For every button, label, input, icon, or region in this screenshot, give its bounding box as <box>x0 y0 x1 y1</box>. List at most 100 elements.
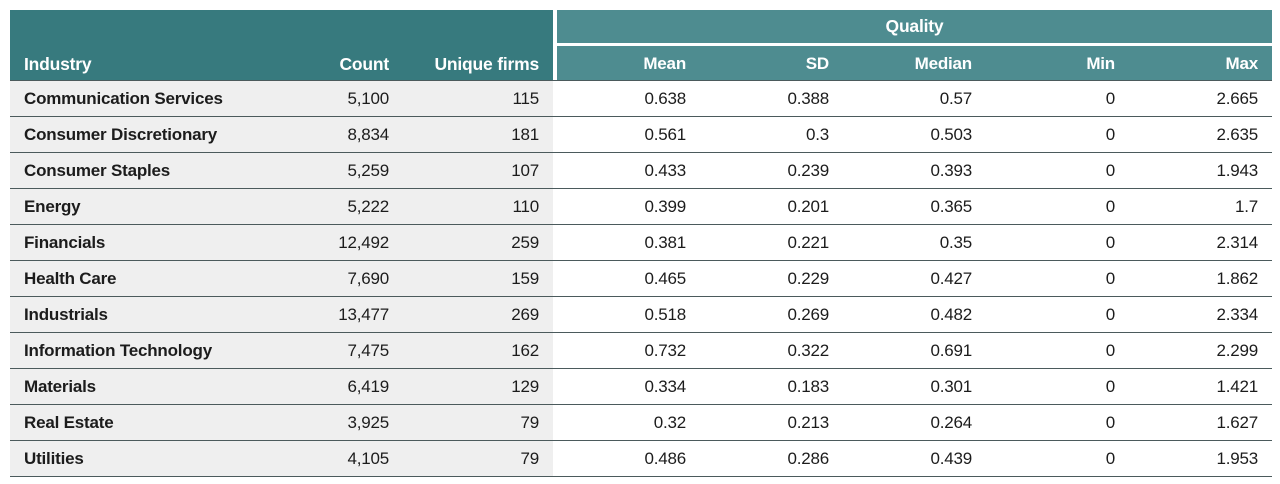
cell-unique-firms: 115 <box>403 81 553 116</box>
cell-unique-firms: 181 <box>403 117 553 152</box>
quality-subheader-row: Mean SD Median Min Max <box>557 46 1272 80</box>
cell-sd: 0.201 <box>787 197 829 216</box>
cell-min: 0 <box>1105 449 1115 468</box>
column-gap <box>553 297 557 332</box>
cell-max: 2.334 <box>1216 305 1258 324</box>
cell-min: 0 <box>1105 233 1115 252</box>
cell-sd: 0.221 <box>787 233 829 252</box>
cell-mean: 0.638 <box>644 89 686 108</box>
table-row: Energy 5,222 110 0.399 0.201 0.365 0 1.7 <box>10 188 1272 224</box>
cell-max: 1.421 <box>1216 377 1258 396</box>
cell-industry: Health Care <box>10 261 255 296</box>
col-header-median: Median <box>914 53 973 73</box>
cell-median: 0.35 <box>939 233 972 252</box>
cell-industry: Financials <box>10 225 255 260</box>
cell-industry: Energy <box>10 189 255 224</box>
cell-industry: Utilities <box>10 441 255 476</box>
cell-mean: 0.486 <box>644 449 686 468</box>
cell-count: 6,419 <box>255 369 403 404</box>
cell-max: 1.862 <box>1216 269 1258 288</box>
cell-industry: Communication Services <box>10 81 255 116</box>
cell-median: 0.439 <box>930 449 972 468</box>
cell-sd: 0.269 <box>787 305 829 324</box>
table-row: Utilities 4,105 79 0.486 0.286 0.439 0 1.953 <box>10 440 1272 476</box>
column-gap <box>553 369 557 404</box>
cell-count: 8,834 <box>255 117 403 152</box>
cell-min: 0 <box>1105 413 1115 432</box>
column-gap <box>553 189 557 224</box>
cell-count: 12,492 <box>255 225 403 260</box>
cell-unique-firms: 110 <box>403 189 553 224</box>
column-gap <box>553 225 557 260</box>
cell-industry: Consumer Staples <box>10 153 255 188</box>
column-gap <box>553 441 557 476</box>
cell-min: 0 <box>1105 197 1115 216</box>
cell-sd: 0.229 <box>787 269 829 288</box>
cell-sd: 0.286 <box>787 449 829 468</box>
cell-mean: 0.32 <box>653 413 686 432</box>
table-row: Financials 12,492 259 0.381 0.221 0.35 0 2.314 <box>10 224 1272 260</box>
table-row: Consumer Discretionary 8,834 181 0.561 0.3 0.… <box>10 116 1272 152</box>
cell-industry: Information Technology <box>10 333 255 368</box>
cell-sd: 0.239 <box>787 161 829 180</box>
cell-sd: 0.3 <box>805 125 829 144</box>
cell-count: 4,105 <box>255 441 403 476</box>
column-gap <box>553 117 557 152</box>
cell-median: 0.264 <box>930 413 972 432</box>
cell-unique-firms: 79 <box>403 441 553 476</box>
cell-sd: 0.213 <box>787 413 829 432</box>
cell-unique-firms: 269 <box>403 297 553 332</box>
col-header-min: Min <box>1086 53 1115 73</box>
cell-mean: 0.518 <box>644 305 686 324</box>
cell-count: 7,690 <box>255 261 403 296</box>
column-gap <box>553 153 557 188</box>
col-header-count: Count <box>339 53 389 74</box>
cell-industry: Industrials <box>10 297 255 332</box>
cell-mean: 0.561 <box>644 125 686 144</box>
cell-median: 0.503 <box>930 125 972 144</box>
table-row: Health Care 7,690 159 0.465 0.229 0.427 0 1.862 <box>10 260 1272 296</box>
cell-unique-firms: 259 <box>403 225 553 260</box>
table-row: Materials 6,419 129 0.334 0.183 0.301 0 1.421 <box>10 368 1272 404</box>
header-column-gap <box>553 10 557 80</box>
group-header-quality: Quality <box>557 10 1272 43</box>
cell-count: 5,100 <box>255 81 403 116</box>
cell-max: 2.665 <box>1216 89 1258 108</box>
table-header-quality-group: Quality Mean SD Median Min Max <box>557 10 1272 80</box>
column-gap <box>553 333 557 368</box>
column-gap <box>553 81 557 116</box>
cell-industry: Consumer Discretionary <box>10 117 255 152</box>
cell-max: 2.314 <box>1216 233 1258 252</box>
cell-sd: 0.388 <box>787 89 829 108</box>
cell-median: 0.393 <box>930 161 972 180</box>
cell-min: 0 <box>1105 161 1115 180</box>
table-row: Industrials 13,477 269 0.518 0.269 0.482 0 2.33… <box>10 296 1272 332</box>
cell-industry: Materials <box>10 369 255 404</box>
table-row: Communication Services 5,100 115 0.638 0.388… <box>10 80 1272 116</box>
cell-unique-firms: 79 <box>403 405 553 440</box>
table-header: Industry Count Unique firms Quality Mean… <box>10 10 1272 80</box>
cell-median: 0.427 <box>930 269 972 288</box>
cell-unique-firms: 162 <box>403 333 553 368</box>
cell-min: 0 <box>1105 89 1115 108</box>
cell-min: 0 <box>1105 341 1115 360</box>
cell-sd: 0.322 <box>787 341 829 360</box>
cell-max: 2.299 <box>1216 341 1258 360</box>
cell-max: 2.635 <box>1216 125 1258 144</box>
cell-median: 0.57 <box>939 89 972 108</box>
table-row: Information Technology 7,475 162 0.732 0.322… <box>10 332 1272 368</box>
cell-max: 1.7 <box>1234 197 1258 216</box>
cell-mean: 0.465 <box>644 269 686 288</box>
cell-mean: 0.399 <box>644 197 686 216</box>
column-gap <box>553 405 557 440</box>
table-body: Communication Services 5,100 115 0.638 0.388… <box>10 80 1272 477</box>
cell-industry: Real Estate <box>10 405 255 440</box>
col-header-mean: Mean <box>643 53 686 73</box>
column-gap <box>553 261 557 296</box>
table-row: Consumer Staples 5,259 107 0.433 0.239 0.393 0… <box>10 152 1272 188</box>
cell-median: 0.482 <box>930 305 972 324</box>
col-header-max: Max <box>1225 53 1259 73</box>
table-header-left-group: Industry Count Unique firms <box>10 10 553 80</box>
cell-count: 5,222 <box>255 189 403 224</box>
cell-unique-firms: 107 <box>403 153 553 188</box>
